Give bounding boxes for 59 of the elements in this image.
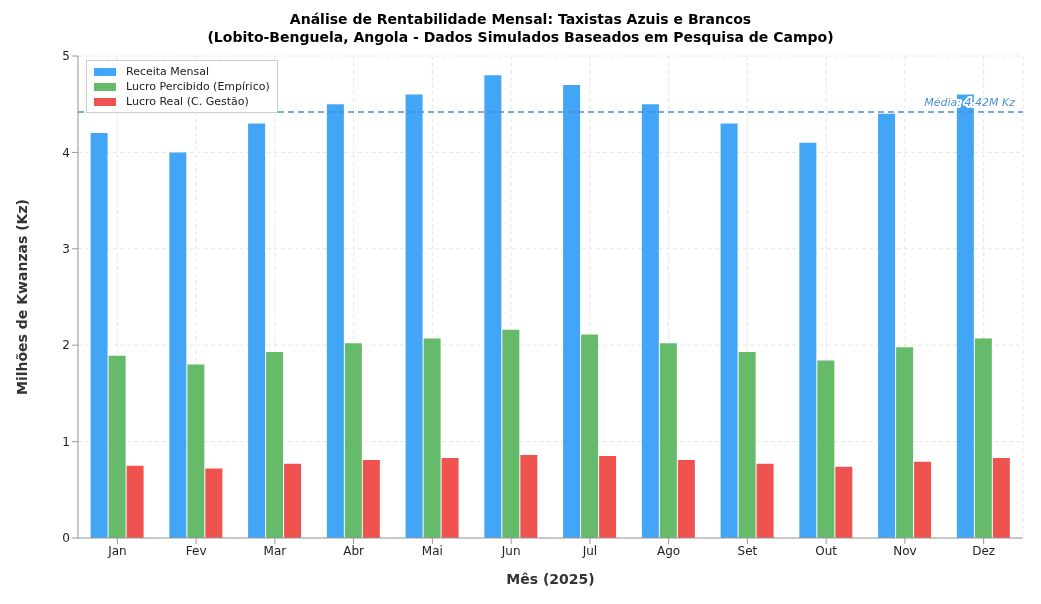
bar [914, 461, 932, 538]
bar [641, 104, 659, 538]
y-tick-label: 3 [62, 242, 70, 257]
bar [599, 456, 617, 538]
x-tick-label: Abr [343, 543, 365, 558]
bar [441, 457, 459, 538]
y-tick-label: 2 [62, 338, 70, 353]
bar [581, 334, 599, 538]
bar [677, 459, 695, 538]
bar [720, 123, 738, 538]
x-tick-label: Jul [581, 543, 598, 558]
bar [344, 343, 362, 538]
chart-title: Análise de Rentabilidade Mensal: Taxistas Azuis e Brancos (Lobito-Benguela, Angola - Dados Simulados Baseados em Pesquisa de Campo) [206, 10, 835, 46]
legend-label: Receita Mensal [126, 64, 210, 79]
bar [205, 468, 223, 538]
bar [756, 463, 774, 538]
bar [362, 459, 380, 538]
x-tick-label: Dez [972, 543, 996, 558]
y-tick-label: 1 [62, 434, 70, 449]
bar [896, 347, 914, 538]
x-tick-label: Set [737, 543, 758, 558]
y-tick-label: 4 [62, 145, 70, 160]
bar [90, 133, 108, 538]
bar [817, 360, 835, 538]
x-tick-label: Ago [657, 543, 681, 558]
bar [974, 338, 992, 538]
legend-label: Lucro Percibido (Empírico) [126, 79, 270, 94]
bar [520, 455, 538, 538]
y-tick-label: 5 [62, 49, 70, 64]
bar [502, 329, 520, 538]
x-tick-label: Fev [185, 543, 207, 558]
y-tick-label: 0 [62, 531, 70, 546]
bar [405, 94, 423, 538]
bar [108, 355, 126, 538]
bar [248, 123, 266, 538]
bar [484, 75, 502, 538]
bar [563, 84, 581, 538]
bar [266, 351, 284, 538]
x-tick-label: Nov [893, 543, 917, 558]
bar [169, 152, 187, 538]
x-tick-label: Mar [263, 543, 287, 558]
bar [187, 364, 205, 538]
bar [738, 351, 756, 538]
x-tick-label: Mai [421, 543, 443, 558]
x-tick-label: Out [815, 543, 838, 558]
bar [799, 142, 817, 538]
bar [126, 465, 144, 538]
y-axis-title: Milhões de Kwanzas (Kz) [13, 199, 30, 395]
bar [284, 463, 302, 538]
bar [835, 466, 853, 538]
bar [992, 457, 1010, 538]
bar [878, 113, 896, 538]
x-tick-label: Jan [107, 543, 127, 558]
x-tick-label: Jun [500, 543, 521, 558]
bar [326, 104, 344, 538]
bar [659, 343, 677, 538]
x-axis-title: Mês (2025) [506, 571, 595, 587]
legend-label: Lucro Real (C. Gestão) [126, 94, 249, 109]
bar [423, 338, 441, 538]
